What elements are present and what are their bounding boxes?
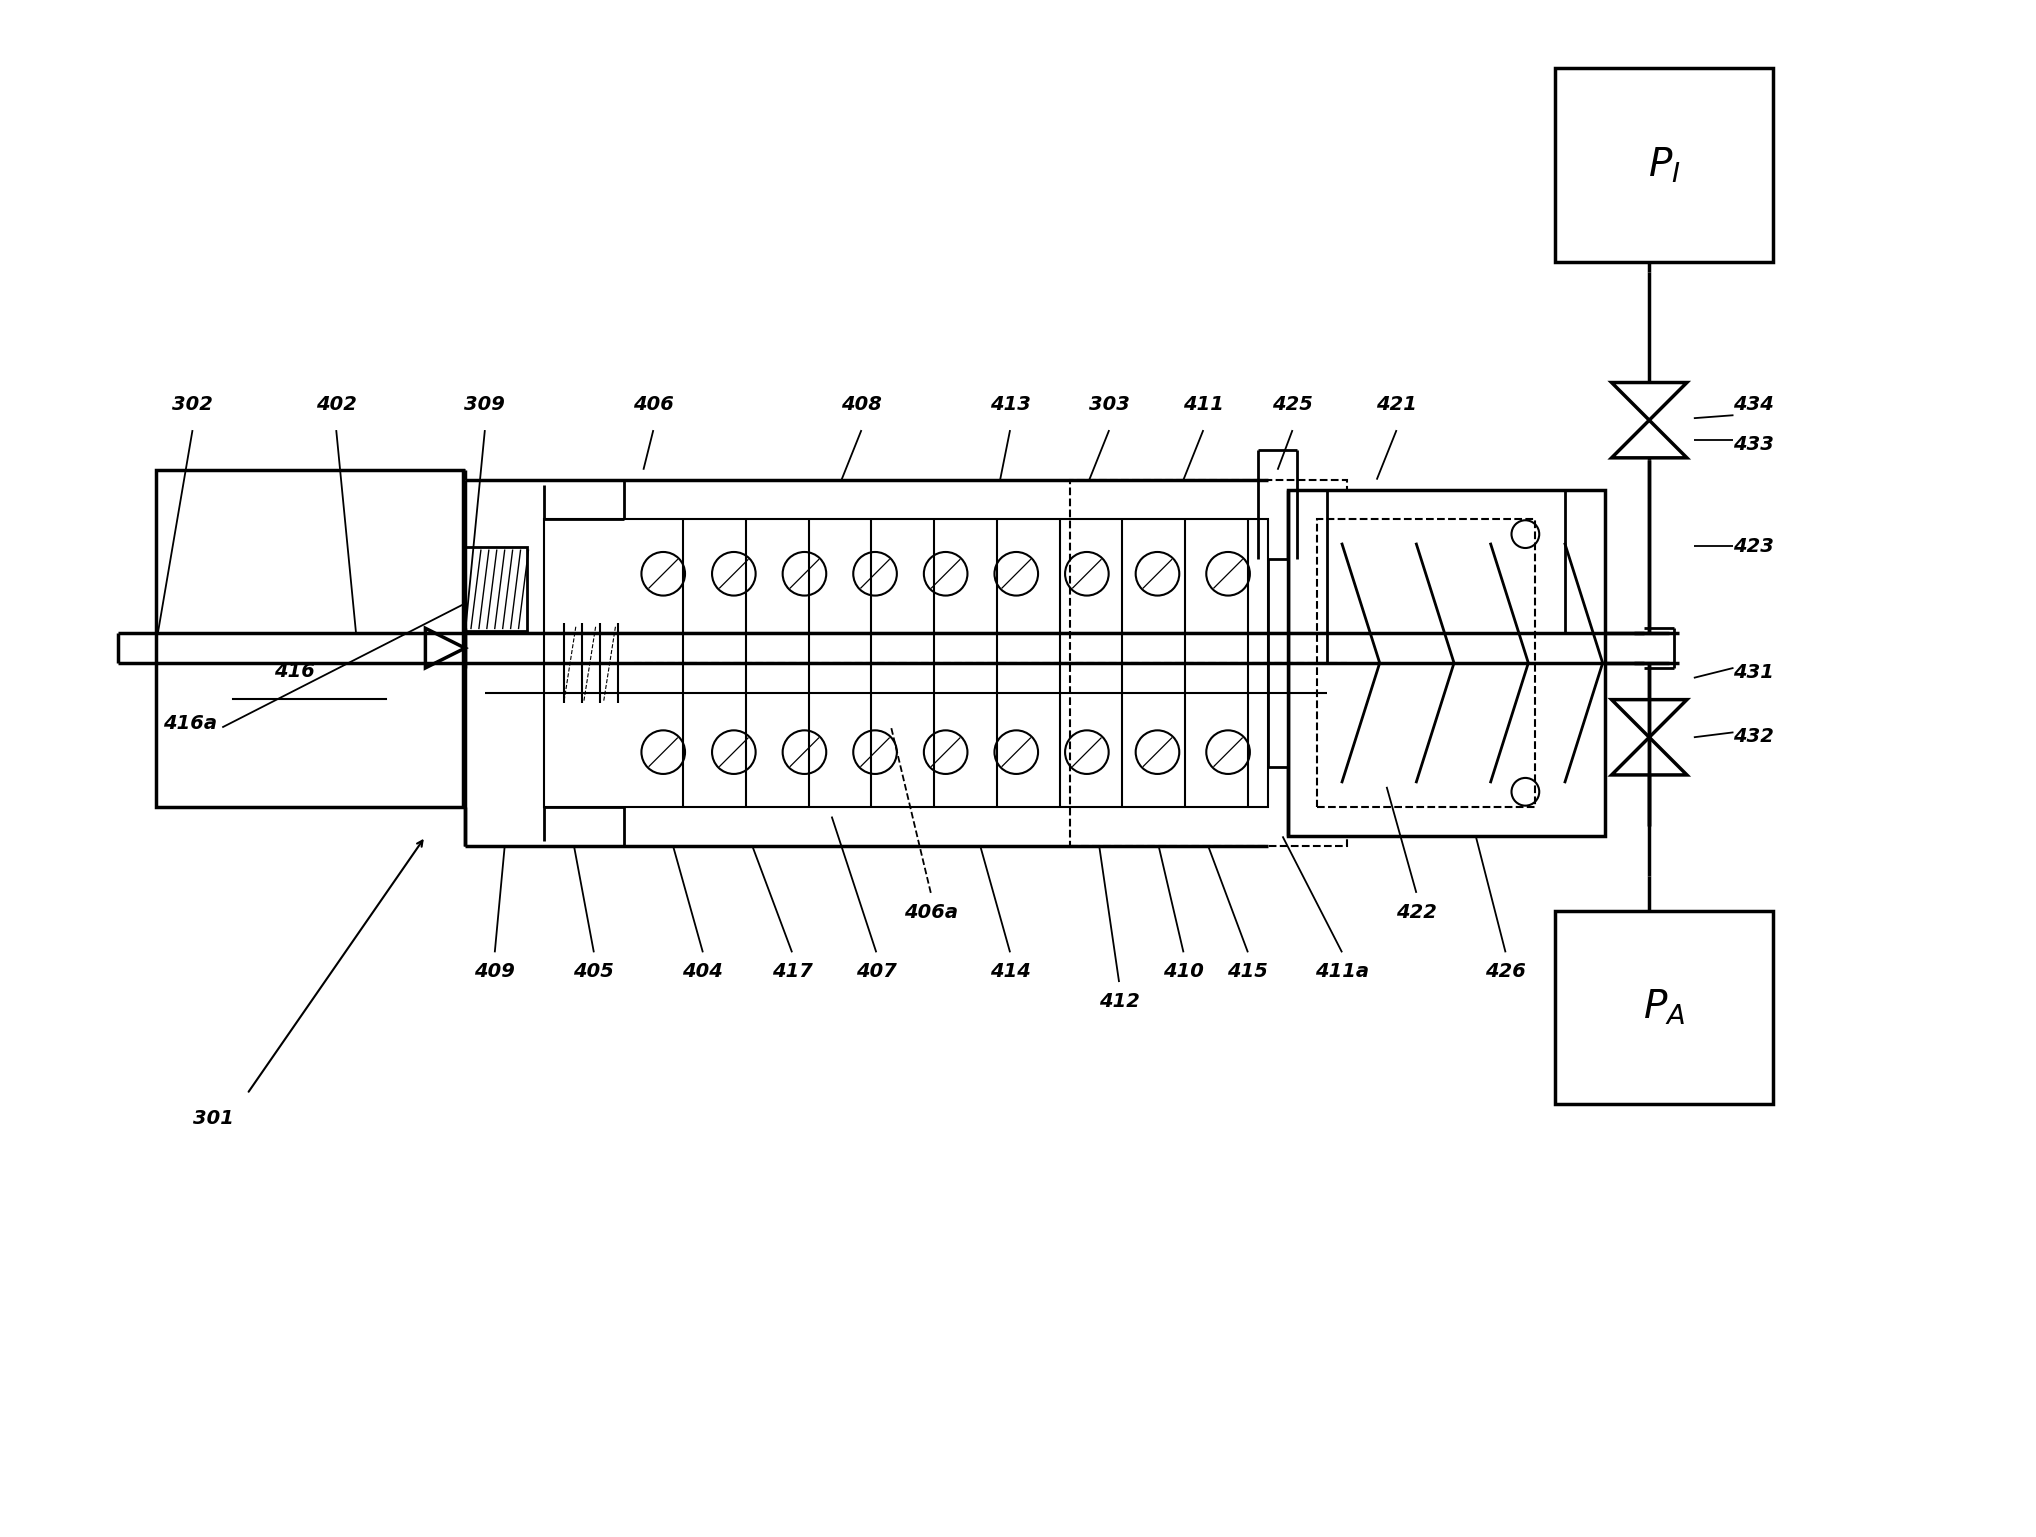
Polygon shape [1613,699,1688,738]
Text: 404: 404 [682,962,723,981]
Bar [157,470,462,807]
Text: 412: 412 [1099,991,1140,1011]
Polygon shape [1613,420,1688,458]
Text: 411: 411 [1183,395,1224,415]
Text: 410: 410 [1163,962,1203,981]
Text: 415: 415 [1228,962,1268,981]
Text: 409: 409 [474,962,515,981]
Bar [1287,490,1604,836]
Bar [462,547,527,632]
Polygon shape [1613,738,1688,775]
Text: 433: 433 [1733,435,1773,453]
Text: 414: 414 [989,962,1030,981]
Text: 423: 423 [1733,536,1773,556]
Polygon shape [426,629,464,669]
Bar [544,520,1268,807]
Bar [1268,559,1287,767]
Text: 416: 416 [273,662,314,681]
Bar [1069,480,1348,847]
Bar [1556,68,1773,261]
Text: 402: 402 [316,395,356,415]
Text: 303: 303 [1089,395,1130,415]
Text: 417: 417 [772,962,812,981]
Text: 408: 408 [841,395,882,415]
Text: 432: 432 [1733,727,1773,747]
Bar [1556,911,1773,1104]
Text: 406: 406 [633,395,674,415]
Text: 301: 301 [193,1108,234,1128]
Text: 302: 302 [173,395,214,415]
Text: 407: 407 [855,962,896,981]
Text: 411a: 411a [1315,962,1368,981]
Text: 422: 422 [1397,902,1437,922]
Text: 431: 431 [1733,662,1773,682]
Bar [1317,520,1535,807]
Text: 421: 421 [1376,395,1417,415]
Text: 406a: 406a [904,902,957,922]
Text: $\mathit{P}_\mathit{A}$: $\mathit{P}_\mathit{A}$ [1643,988,1686,1027]
Text: 425: 425 [1272,395,1313,415]
Text: 413: 413 [989,395,1030,415]
Text: 416a: 416a [163,715,218,733]
Polygon shape [1613,383,1688,420]
Text: $\mathit{P}_\mathit{I}$: $\mathit{P}_\mathit{I}$ [1647,146,1680,184]
Text: 405: 405 [574,962,615,981]
Text: 309: 309 [464,395,505,415]
Text: 434: 434 [1733,395,1773,415]
Text: 426: 426 [1484,962,1527,981]
